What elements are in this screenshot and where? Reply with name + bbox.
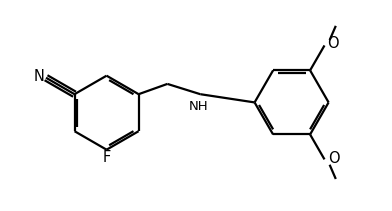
Text: N: N: [33, 69, 44, 84]
Text: O: O: [328, 151, 340, 166]
Text: F: F: [102, 150, 111, 165]
Text: O: O: [328, 36, 339, 51]
Text: NH: NH: [189, 100, 208, 113]
